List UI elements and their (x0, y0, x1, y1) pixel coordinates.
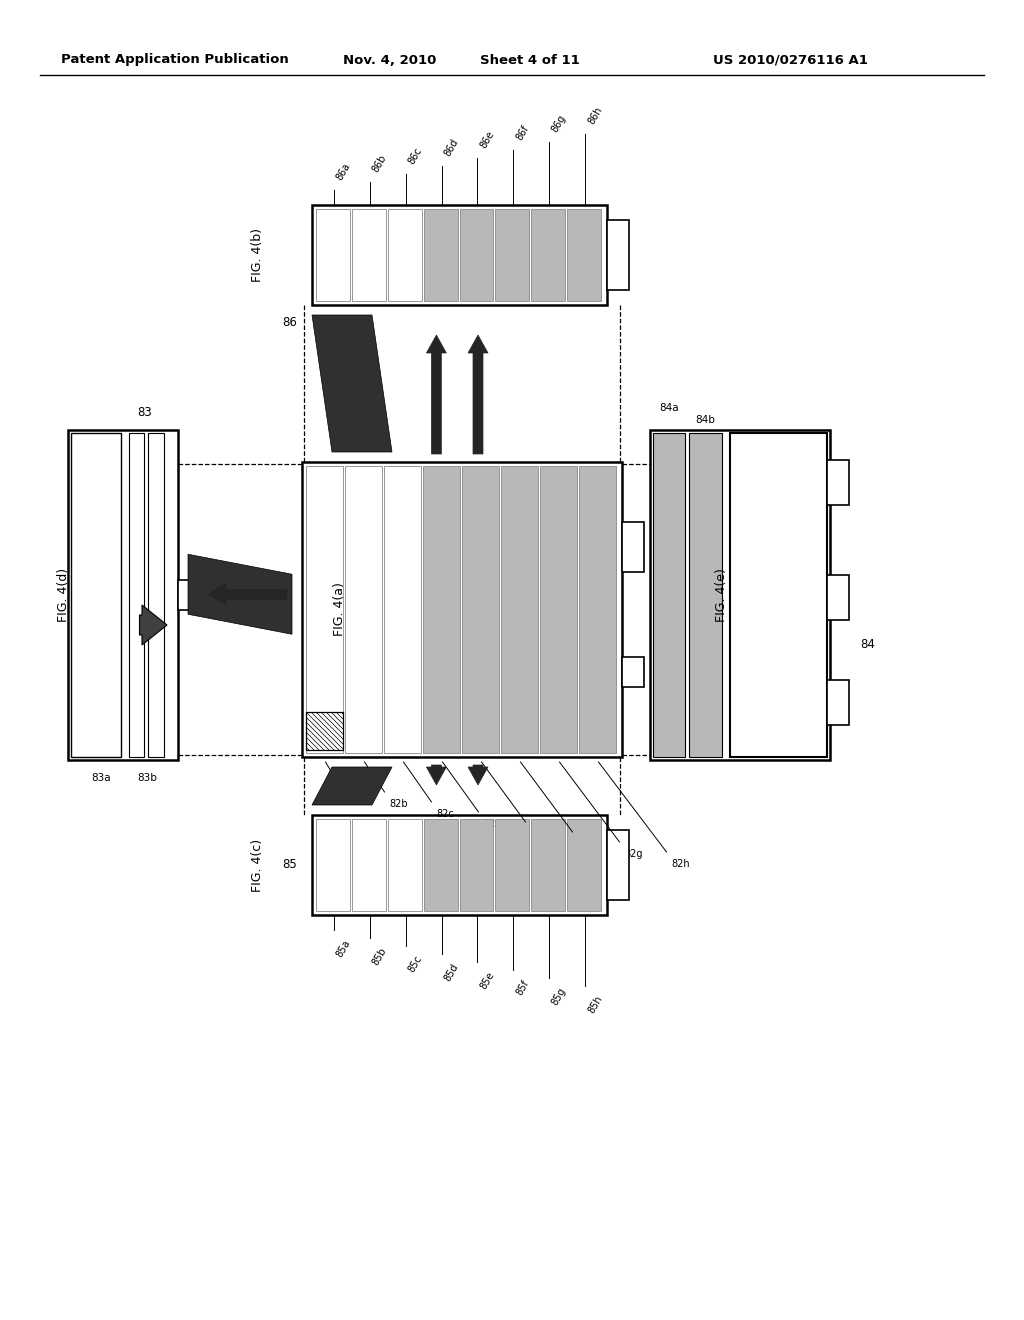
Bar (352, 818, 386, 911)
Bar (689, 433, 722, 756)
Bar (423, 466, 460, 752)
Text: 85a: 85a (335, 939, 353, 958)
Text: 82e: 82e (530, 829, 549, 840)
Text: 82b: 82b (389, 799, 409, 809)
Bar (68, 430, 178, 760)
Text: 85f: 85f (514, 978, 530, 997)
Polygon shape (468, 335, 488, 454)
Text: Patent Application Publication: Patent Application Publication (61, 54, 289, 66)
Bar (312, 814, 607, 915)
Text: 84b: 84b (695, 414, 716, 425)
Bar (622, 521, 644, 572)
Text: 82a: 82a (342, 789, 360, 799)
Text: FIG. 4(a): FIG. 4(a) (334, 582, 346, 636)
Bar (827, 576, 849, 620)
Text: 83b: 83b (137, 774, 157, 783)
Text: 82g: 82g (625, 849, 643, 859)
Text: 86c: 86c (407, 145, 424, 166)
Text: 83: 83 (137, 405, 153, 418)
Bar (460, 209, 494, 301)
Polygon shape (139, 605, 167, 645)
Text: 86h: 86h (586, 106, 604, 125)
Bar (345, 466, 382, 752)
Bar (607, 220, 629, 290)
Bar (388, 818, 422, 911)
Bar (306, 466, 343, 752)
Text: 86b: 86b (371, 153, 389, 174)
Text: 82: 82 (327, 771, 342, 784)
Bar (653, 433, 685, 756)
Text: 85: 85 (283, 858, 297, 871)
Bar (316, 818, 350, 911)
Bar (650, 430, 830, 760)
Text: FIG. 4(c): FIG. 4(c) (251, 838, 263, 891)
Bar (462, 466, 499, 752)
Text: 82d: 82d (483, 818, 502, 829)
Bar (71, 433, 121, 756)
Text: FIG. 4(b): FIG. 4(b) (251, 228, 263, 282)
Text: FIG. 4(d): FIG. 4(d) (56, 568, 70, 622)
Bar (567, 818, 601, 911)
Text: 85e: 85e (478, 970, 497, 991)
Bar (352, 209, 386, 301)
Bar (501, 466, 538, 752)
Text: 82h: 82h (672, 859, 690, 869)
Bar (312, 205, 607, 305)
Text: Nov. 4, 2010: Nov. 4, 2010 (343, 54, 436, 66)
Text: 86: 86 (283, 317, 297, 330)
Bar (531, 209, 565, 301)
Bar (460, 818, 494, 911)
Polygon shape (426, 335, 446, 454)
Text: 85c: 85c (407, 954, 424, 974)
Text: 85b: 85b (371, 946, 389, 968)
Text: 84: 84 (860, 638, 874, 651)
Text: 82f: 82f (578, 840, 593, 849)
Bar (384, 466, 421, 752)
Text: US 2010/0276116 A1: US 2010/0276116 A1 (713, 54, 867, 66)
Bar (827, 680, 849, 725)
Bar (496, 818, 529, 911)
Bar (388, 209, 422, 301)
Bar (128, 433, 144, 756)
Bar (607, 830, 629, 900)
Polygon shape (312, 315, 392, 451)
Bar (730, 433, 827, 756)
Bar (178, 579, 190, 610)
Text: 86d: 86d (442, 137, 461, 158)
Polygon shape (426, 766, 446, 785)
Text: 85g: 85g (550, 986, 568, 1007)
Text: 86f: 86f (514, 124, 530, 143)
Bar (531, 818, 565, 911)
Polygon shape (208, 583, 287, 606)
Polygon shape (312, 767, 392, 805)
Text: 85d: 85d (442, 962, 461, 983)
Bar (424, 818, 458, 911)
Text: 86a: 86a (335, 161, 352, 182)
Polygon shape (188, 554, 292, 634)
Bar (622, 657, 644, 686)
Text: 84a: 84a (659, 403, 679, 413)
Text: 86g: 86g (550, 114, 568, 135)
Bar (496, 209, 529, 301)
Bar (302, 462, 622, 756)
Bar (306, 711, 343, 750)
Bar (579, 466, 616, 752)
Bar (148, 433, 164, 756)
Text: FIG. 4(e): FIG. 4(e) (716, 568, 728, 622)
Bar (424, 209, 458, 301)
Text: 86e: 86e (478, 129, 497, 150)
Bar (316, 209, 350, 301)
Polygon shape (468, 766, 488, 785)
Bar (827, 459, 849, 506)
Bar (567, 209, 601, 301)
Text: 85h: 85h (586, 994, 604, 1015)
Text: 82c: 82c (436, 809, 455, 818)
Text: 83a: 83a (91, 774, 111, 783)
Text: Sheet 4 of 11: Sheet 4 of 11 (480, 54, 580, 66)
Bar (540, 466, 577, 752)
